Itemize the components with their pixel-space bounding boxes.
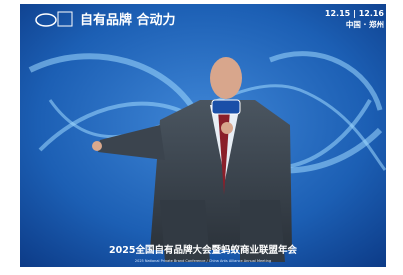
page: {"header": {"slogan": "自有品牌 合动力", "dates… — [0, 0, 403, 271]
event-title: 2025全国自有品牌大会暨蚂蚁商业联盟年会 — [109, 244, 297, 256]
dates: 12.15 | 12.16 — [325, 9, 385, 18]
location: 中国 · 郑州 — [346, 19, 384, 29]
event-subtitle: 2025 National Private Brand Conference /… — [135, 259, 271, 263]
photo: 自有品牌 合动力 12.15 | 12.16 中国 · 郑州 2025全国自有品… — [0, 0, 403, 271]
slogan: 自有品牌 合动力 — [80, 12, 176, 28]
